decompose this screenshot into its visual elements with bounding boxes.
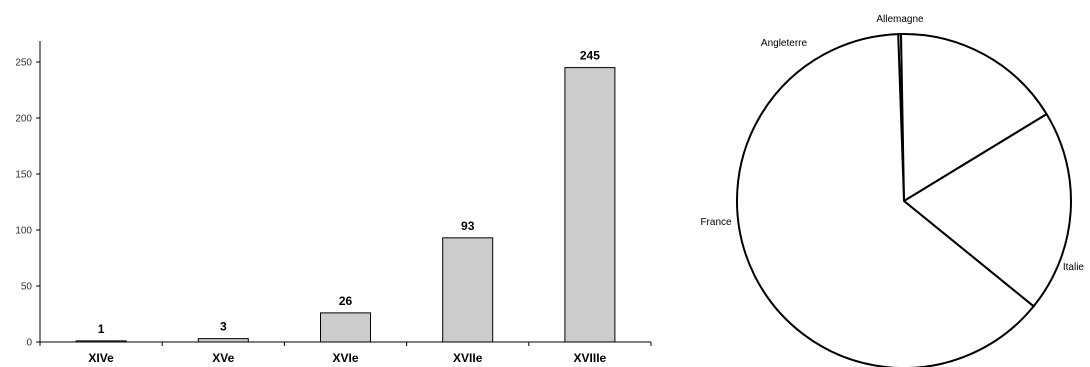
bar-XVIe: [320, 312, 371, 343]
pie-label-allemagne: Allemagne: [876, 14, 924, 25]
data-label: 26: [339, 294, 353, 308]
y-tick-label: 100: [15, 226, 32, 237]
pie-label-france: France: [700, 217, 732, 228]
data-label: 245: [580, 49, 600, 63]
bar-XVIIIe: [564, 67, 616, 343]
y-tick-label: 200: [15, 114, 32, 125]
pie-slice-angleterre: [900, 33, 1048, 203]
y-tick-label: 50: [21, 282, 33, 293]
category-label: XIVe: [88, 351, 114, 365]
y-tick-label: 0: [26, 338, 32, 349]
data-label: 1: [98, 322, 105, 336]
bar-XVe: [197, 338, 249, 343]
pie-chart: Allemagne Angleterre France Italie: [700, 14, 1085, 367]
pie-label-angleterre: Angleterre: [761, 38, 808, 49]
pie-slice-italie: [736, 33, 1036, 367]
category-label: XVe: [212, 351, 234, 365]
y-tick-label: 250: [15, 58, 32, 69]
category-label: XVIe: [332, 351, 358, 365]
pie-slice-france: [902, 112, 1072, 308]
data-label: 93: [461, 219, 475, 233]
bar-XIVe: [75, 340, 127, 343]
pie-label-italie: Italie: [1063, 262, 1085, 273]
y-tick-label: 150: [15, 170, 32, 181]
data-label: 3: [220, 320, 227, 334]
category-label: XVIIIe: [574, 351, 607, 365]
category-label: XVIIe: [453, 351, 483, 365]
bar-XVIIe: [442, 237, 494, 343]
bar-chart: 0 50 100 150 200 250 1 XIVe 3 XVe 26 XVIe 93 XVIIe 24…: [15, 41, 652, 365]
